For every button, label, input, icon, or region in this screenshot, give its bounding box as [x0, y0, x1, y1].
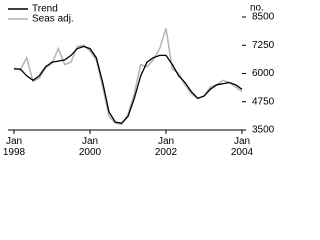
x-tick-label: Jan 2004 [230, 136, 254, 158]
y-axis-label: no. [250, 3, 264, 14]
y-tick-label: 4750 [252, 96, 275, 107]
series-line [13, 28, 243, 126]
x-tick-label: Jan 1998 [2, 136, 26, 158]
y-tick-label: 7250 [252, 40, 275, 51]
legend-label: Trend [32, 4, 58, 15]
series-line [14, 45, 243, 124]
legend-label: Seas adj. [32, 14, 74, 25]
y-tick-label: 8500 [252, 12, 275, 23]
x-tick-label: Jan 2000 [78, 136, 102, 158]
y-tick-label: 3500 [252, 125, 275, 136]
y-tick-label: 6000 [252, 68, 275, 79]
x-tick-label: Jan 2002 [154, 136, 178, 158]
